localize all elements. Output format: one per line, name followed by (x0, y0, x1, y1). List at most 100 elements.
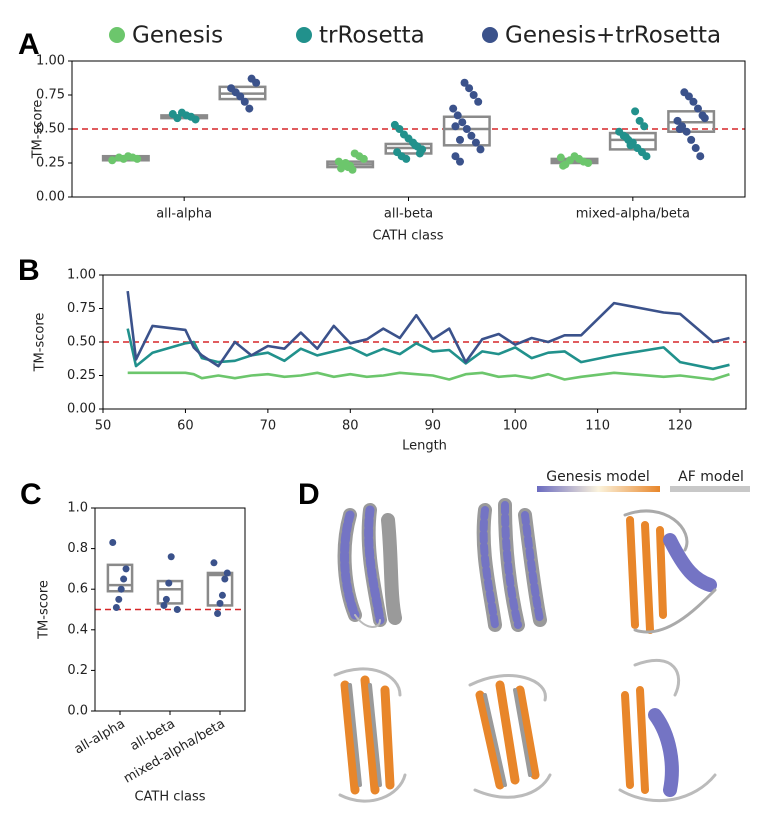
data-point (474, 97, 483, 106)
panel-letter: D (298, 478, 320, 511)
legend-label: trRosetta (319, 23, 425, 49)
data-point (561, 160, 570, 169)
data-point (469, 91, 478, 99)
data-point (458, 118, 467, 127)
box (608, 131, 657, 151)
data-point (122, 565, 130, 573)
panel-letter: A (18, 28, 40, 61)
x-tick-label: 90 (424, 419, 441, 434)
x-tick-label: mixed-alpha/beta (576, 207, 690, 222)
data-point (456, 157, 465, 166)
data-point (109, 539, 117, 547)
data-point (635, 116, 644, 125)
x-tick-label: 120 (668, 419, 693, 434)
y-tick-label: 1.00 (36, 54, 65, 69)
data-point (223, 569, 231, 577)
y-tick-label: 0.75 (36, 88, 65, 103)
data-point (467, 131, 476, 140)
y-tick-label: 0.50 (67, 335, 96, 350)
x-tick-label: 80 (342, 419, 359, 434)
data-point (465, 84, 474, 93)
legend-swatch (537, 486, 660, 492)
legend-marker (109, 27, 125, 43)
legend-label: Genesis (132, 23, 223, 49)
y-tick-label: 0.00 (36, 190, 65, 205)
series-line (126, 290, 730, 368)
structure-legend-label: Genesis model (546, 469, 649, 485)
x-tick-label: all-alpha (72, 717, 128, 758)
data-point (675, 125, 684, 133)
data-point (456, 135, 465, 144)
legend-marker (296, 27, 312, 43)
data-point (108, 156, 117, 165)
legend-label: Genesis+trRosetta (505, 23, 721, 49)
data-point (556, 153, 565, 162)
data-point (453, 111, 462, 120)
x-tick-label: 70 (260, 419, 277, 434)
data-point (399, 130, 408, 139)
data-point (112, 603, 120, 611)
data-point (120, 575, 128, 583)
data-point (640, 122, 649, 131)
y-tick-label: 0.25 (36, 156, 65, 171)
data-point (240, 97, 249, 106)
y-axis-label: TM-score (31, 100, 46, 160)
data-point (693, 104, 702, 113)
data-point (476, 145, 485, 154)
data-point (337, 164, 346, 173)
data-point (460, 78, 469, 87)
y-axis-label: TM-score (33, 313, 48, 373)
x-tick-label: 50 (95, 419, 112, 434)
data-point (334, 157, 343, 166)
data-point (615, 127, 624, 136)
x-tick-label: 100 (503, 419, 528, 434)
panel-letter: C (20, 478, 42, 511)
x-axis-label: CATH class (134, 790, 205, 805)
data-point (393, 148, 402, 157)
data-point (115, 595, 123, 603)
data-point (451, 152, 460, 161)
data-point (227, 84, 236, 93)
y-tick-label: 1.0 (67, 501, 88, 516)
y-tick-label: 0.50 (36, 122, 65, 137)
x-axis-label: Length (402, 439, 447, 454)
data-point (214, 610, 222, 618)
data-point (390, 120, 399, 129)
data-point (633, 144, 642, 153)
data-point (165, 579, 173, 587)
y-axis-label: TM-score (37, 580, 52, 640)
data-point (689, 97, 698, 106)
y-tick-label: 0.2 (67, 663, 88, 678)
series-line (127, 371, 730, 381)
y-tick-label: 0.6 (67, 582, 88, 597)
data-point (673, 116, 682, 125)
legend-swatch (670, 486, 750, 492)
data-point (168, 110, 177, 119)
data-point (117, 585, 125, 593)
data-point (216, 599, 224, 607)
data-point (462, 125, 471, 133)
data-point (221, 575, 229, 583)
data-point (350, 149, 359, 158)
data-point (622, 133, 631, 142)
y-tick-label: 0.75 (67, 301, 96, 316)
data-point (687, 135, 696, 144)
data-point (682, 127, 691, 136)
data-point (691, 144, 700, 153)
data-point (173, 606, 181, 613)
data-point (160, 601, 168, 609)
x-tick-label: 60 (177, 419, 194, 434)
data-point (177, 108, 186, 117)
data-point (631, 107, 640, 116)
y-tick-label: 1.00 (67, 268, 96, 283)
axes-frame (94, 507, 246, 712)
data-point (167, 553, 175, 561)
data-point (115, 153, 124, 162)
data-point (210, 559, 218, 567)
data-point (218, 591, 226, 599)
data-point (415, 149, 424, 158)
x-tick-label: all-alpha (156, 207, 212, 222)
y-tick-label: 0.8 (67, 541, 88, 556)
data-point (411, 141, 420, 150)
